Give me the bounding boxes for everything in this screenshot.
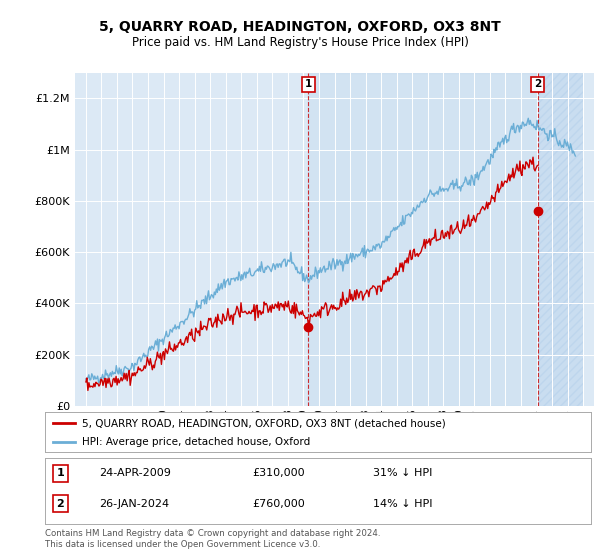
Text: 5, QUARRY ROAD, HEADINGTON, OXFORD, OX3 8NT: 5, QUARRY ROAD, HEADINGTON, OXFORD, OX3 …	[99, 20, 501, 34]
Bar	[538, 73, 583, 406]
Text: 14% ↓ HPI: 14% ↓ HPI	[373, 499, 432, 509]
Text: Price paid vs. HM Land Registry's House Price Index (HPI): Price paid vs. HM Land Registry's House …	[131, 36, 469, 49]
Text: 5, QUARRY ROAD, HEADINGTON, OXFORD, OX3 8NT (detached house): 5, QUARRY ROAD, HEADINGTON, OXFORD, OX3 …	[82, 418, 446, 428]
Text: 2: 2	[534, 80, 541, 90]
Text: £760,000: £760,000	[253, 499, 305, 509]
Text: 2: 2	[56, 499, 64, 509]
Text: 1: 1	[305, 80, 312, 90]
Text: HPI: Average price, detached house, Oxford: HPI: Average price, detached house, Oxfo…	[82, 437, 310, 446]
Text: 1: 1	[56, 468, 64, 478]
Text: £310,000: £310,000	[253, 468, 305, 478]
Bar	[308, 73, 538, 406]
Text: 24-APR-2009: 24-APR-2009	[100, 468, 172, 478]
Text: Contains HM Land Registry data © Crown copyright and database right 2024.
This d: Contains HM Land Registry data © Crown c…	[45, 529, 380, 549]
Text: 31% ↓ HPI: 31% ↓ HPI	[373, 468, 432, 478]
Text: 26-JAN-2024: 26-JAN-2024	[100, 499, 170, 509]
